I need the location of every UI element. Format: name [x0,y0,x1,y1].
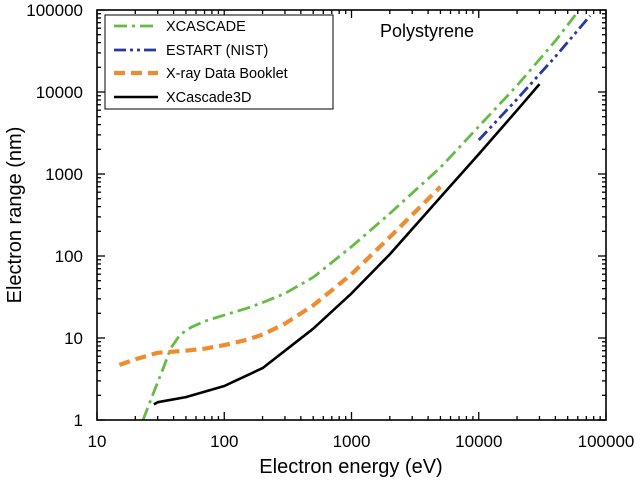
legend-label: XCASCADE [166,19,246,35]
y-tick-label: 100000 [26,1,83,20]
x-tick-label: 10 [88,432,107,451]
series-layer [118,10,592,421]
y-tick-label: 1000 [45,165,83,184]
y-tick-label: 100 [55,247,83,266]
series-line-x-ray-data-booklet [118,185,442,367]
x-axis-title: Electron energy (eV) [259,456,442,478]
legend-label: X-ray Data Booklet [166,66,288,82]
series-line-estart-nist [477,14,592,141]
ticks-layer [96,9,607,421]
x-tick-label: 100 [210,432,238,451]
x-tick-label: 10000 [455,432,502,451]
y-tick-labels: 1 10 100 1000 10000 100000 [26,1,83,430]
material-annotation: Polystyrene [380,21,474,41]
y-tick-label: 10 [64,329,83,348]
x-tick-label: 1000 [333,432,371,451]
series-line-xcascade3d [153,83,541,406]
y-axis-title: Electron range (nm) [4,127,26,304]
legend-label: XCascade3D [166,90,251,106]
x-tick-label: 100000 [578,432,635,451]
legend-box [104,14,334,110]
legend-label: ESTART (NIST) [166,43,268,59]
x-tick-labels: 10 100 1000 10000 100000 [88,432,635,451]
legend: XCASCADE ESTART (NIST) X-ray Data Bookle… [104,14,334,110]
series-line-xcascade [141,10,579,421]
y-tick-label: 10000 [36,83,83,102]
y-tick-label: 1 [74,411,83,430]
